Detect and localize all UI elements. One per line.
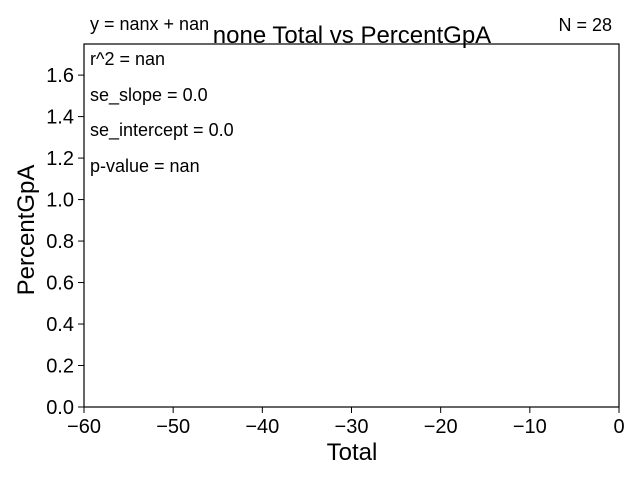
y-tick-label: 0.8 [46,231,74,253]
y-tick-label: 0.0 [46,397,74,419]
regression-equation: y = nanx + nan [90,14,209,34]
x-axis-ticks: −60 −50 −40 −30 −20 −10 0 [67,407,625,438]
se-slope: se_slope = 0.0 [90,85,208,106]
y-tick-label: 0.2 [46,356,74,378]
x-tick-label: −30 [335,416,369,438]
chart-title: none Total vs PercentGpA [213,22,491,49]
x-axis-label: Total [327,439,378,466]
r-squared: r^2 = nan [90,49,165,69]
se-intercept: se_intercept = 0.0 [90,120,234,141]
y-tick-label: 1.6 [46,65,74,87]
x-tick-label: 0 [613,416,624,438]
y-axis-label: PercentGpA [13,165,40,296]
sample-size: N = 28 [558,15,612,35]
y-tick-label: 1.0 [46,190,74,212]
y-tick-label: 0.6 [46,273,74,295]
x-tick-label: −10 [513,416,547,438]
p-value: p-value = nan [90,156,200,176]
x-tick-label: −20 [424,416,458,438]
y-tick-label: 1.2 [46,148,74,170]
x-tick-label: −60 [67,416,101,438]
x-tick-label: −40 [245,416,279,438]
y-tick-label: 1.4 [46,107,74,129]
y-axis-ticks: 0.0 0.2 0.4 0.6 0.8 1.0 1.2 1.4 1.6 [46,65,84,419]
y-tick-label: 0.4 [46,314,74,336]
x-tick-label: −50 [156,416,190,438]
